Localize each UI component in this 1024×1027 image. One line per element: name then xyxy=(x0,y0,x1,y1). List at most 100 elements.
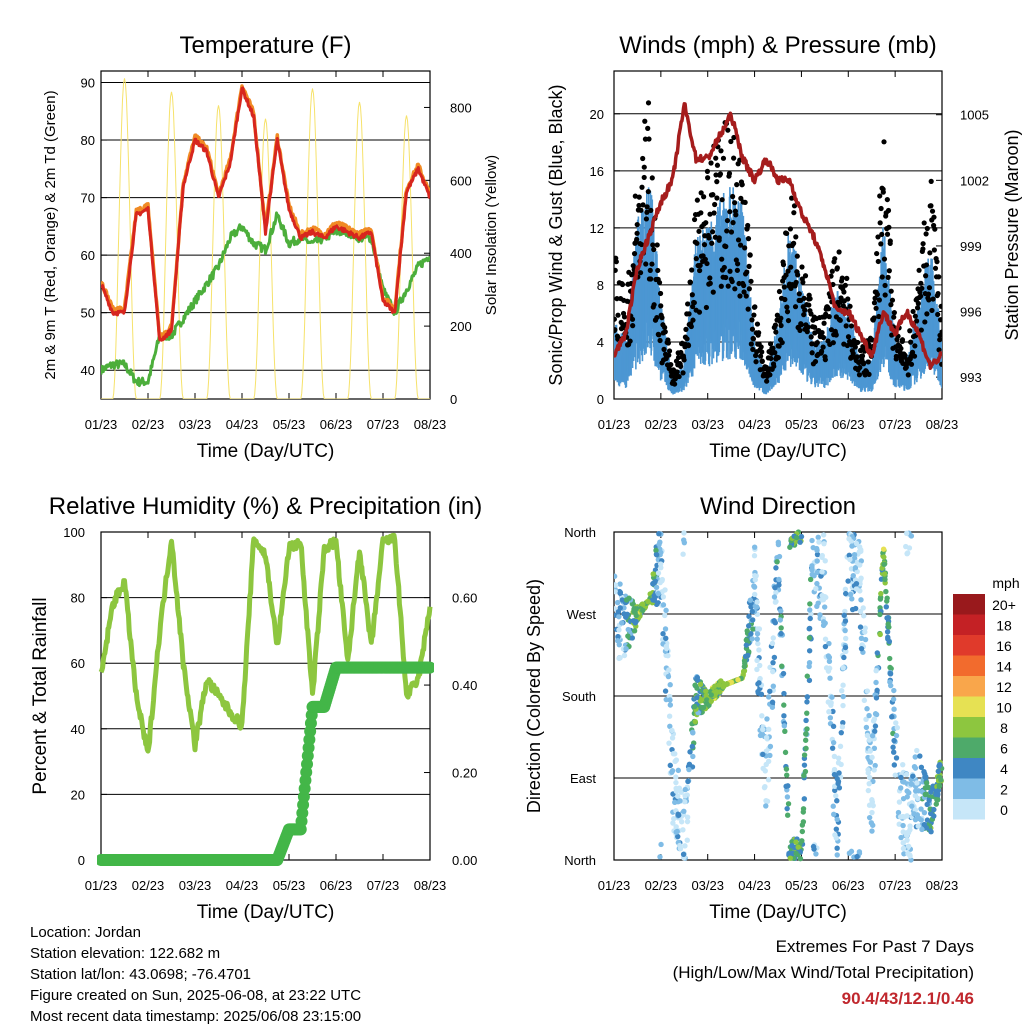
direction-point xyxy=(770,668,776,675)
direction-point xyxy=(919,826,925,833)
y2-tick-label: 200 xyxy=(450,319,472,334)
gust-point xyxy=(627,338,633,344)
x-axis-label: Time (Day/UTC) xyxy=(197,902,335,923)
direction-point xyxy=(869,733,876,739)
gust-point xyxy=(725,127,731,133)
gust-point xyxy=(779,339,785,346)
direction-point xyxy=(784,772,790,778)
direction-point xyxy=(866,737,873,743)
gust-point xyxy=(632,193,638,199)
gust-point xyxy=(877,220,883,226)
gust-point xyxy=(639,241,645,248)
direction-point xyxy=(782,749,789,756)
direction-point xyxy=(807,607,813,613)
direction-point xyxy=(672,799,678,805)
direction-point xyxy=(653,552,660,558)
direction-point xyxy=(704,697,710,703)
gust-point xyxy=(718,148,724,154)
legend-label: 6 xyxy=(1000,741,1008,757)
direction-point xyxy=(760,726,766,733)
gust-point xyxy=(634,236,640,243)
direction-point xyxy=(858,558,865,564)
gust-point xyxy=(752,304,758,310)
direction-point xyxy=(850,572,856,579)
direction-point xyxy=(755,640,761,647)
gust-point xyxy=(631,251,638,257)
direction-point xyxy=(682,843,688,849)
direction-point xyxy=(866,780,872,787)
y-tick-label: 0 xyxy=(597,392,604,407)
direction-point xyxy=(662,587,668,593)
gust-point xyxy=(912,313,918,319)
direction-point xyxy=(776,576,782,583)
direction-point xyxy=(903,771,910,778)
direction-point xyxy=(673,779,679,786)
gust-point xyxy=(881,139,887,145)
direction-point xyxy=(684,837,690,843)
y-tick-label: 20 xyxy=(590,107,604,122)
gust-point xyxy=(850,354,856,360)
gust-point xyxy=(818,348,825,355)
direction-point xyxy=(784,805,790,812)
direction-point xyxy=(639,601,646,607)
x-tick-label: 05/23 xyxy=(785,417,818,432)
direction-point xyxy=(831,811,837,818)
gust-point xyxy=(884,196,890,203)
direction-point xyxy=(936,782,943,788)
direction-point xyxy=(872,711,879,717)
gust-point xyxy=(732,200,738,206)
gust-point xyxy=(778,315,784,321)
direction-point xyxy=(840,720,846,726)
gust-point xyxy=(649,261,655,267)
direction-point xyxy=(933,801,939,807)
legend-swatch xyxy=(953,635,985,656)
x-tick-label: 02/23 xyxy=(132,417,165,432)
gust-point xyxy=(703,220,709,226)
direction-point xyxy=(662,626,669,632)
direction-point xyxy=(898,834,904,841)
gust-point xyxy=(698,190,704,196)
gust-point xyxy=(721,264,727,271)
gust-point xyxy=(784,230,790,237)
direction-point xyxy=(806,677,813,684)
legend-swatch xyxy=(953,737,985,758)
gust-point xyxy=(678,363,684,369)
direction-point xyxy=(621,605,627,611)
gust-point xyxy=(743,293,749,299)
gust-point xyxy=(747,252,753,258)
direction-point xyxy=(869,828,875,834)
direction-point xyxy=(822,643,829,650)
direction-point xyxy=(614,599,621,606)
gust-point xyxy=(615,312,621,318)
gust-point xyxy=(789,195,795,201)
direction-point xyxy=(614,589,619,595)
direction-point xyxy=(757,662,763,669)
direction-point xyxy=(804,699,810,705)
gust-point xyxy=(914,318,920,324)
y2-tick-label: 400 xyxy=(450,246,472,261)
y-tick-label: 40 xyxy=(81,363,95,378)
gust-point xyxy=(820,334,827,341)
gust-point xyxy=(799,264,805,270)
direction-point xyxy=(615,633,621,640)
direction-point xyxy=(749,617,756,623)
solar-insolation-line xyxy=(101,78,430,399)
direction-point xyxy=(819,552,825,559)
speed-legend: mph 20+ 18 16 14 12 10 8 6 4 2 0 xyxy=(953,575,1020,820)
gust-point xyxy=(905,372,911,378)
gust-point xyxy=(793,279,799,285)
y-tick-label: North xyxy=(564,853,596,868)
legend-label: 12 xyxy=(996,679,1012,695)
direction-point xyxy=(653,601,660,608)
direction-point xyxy=(842,635,849,642)
legend-label: 4 xyxy=(1000,761,1008,777)
direction-point xyxy=(767,664,773,671)
direction-point xyxy=(770,635,776,641)
direction-point xyxy=(836,785,843,791)
direction-point xyxy=(684,818,691,825)
gust-point xyxy=(662,324,668,331)
direction-point xyxy=(800,809,807,815)
legend-swatch xyxy=(953,655,985,676)
latlon-text: Station lat/lon: 43.0698; -76.4701 xyxy=(30,966,252,983)
direction-point xyxy=(831,771,838,778)
